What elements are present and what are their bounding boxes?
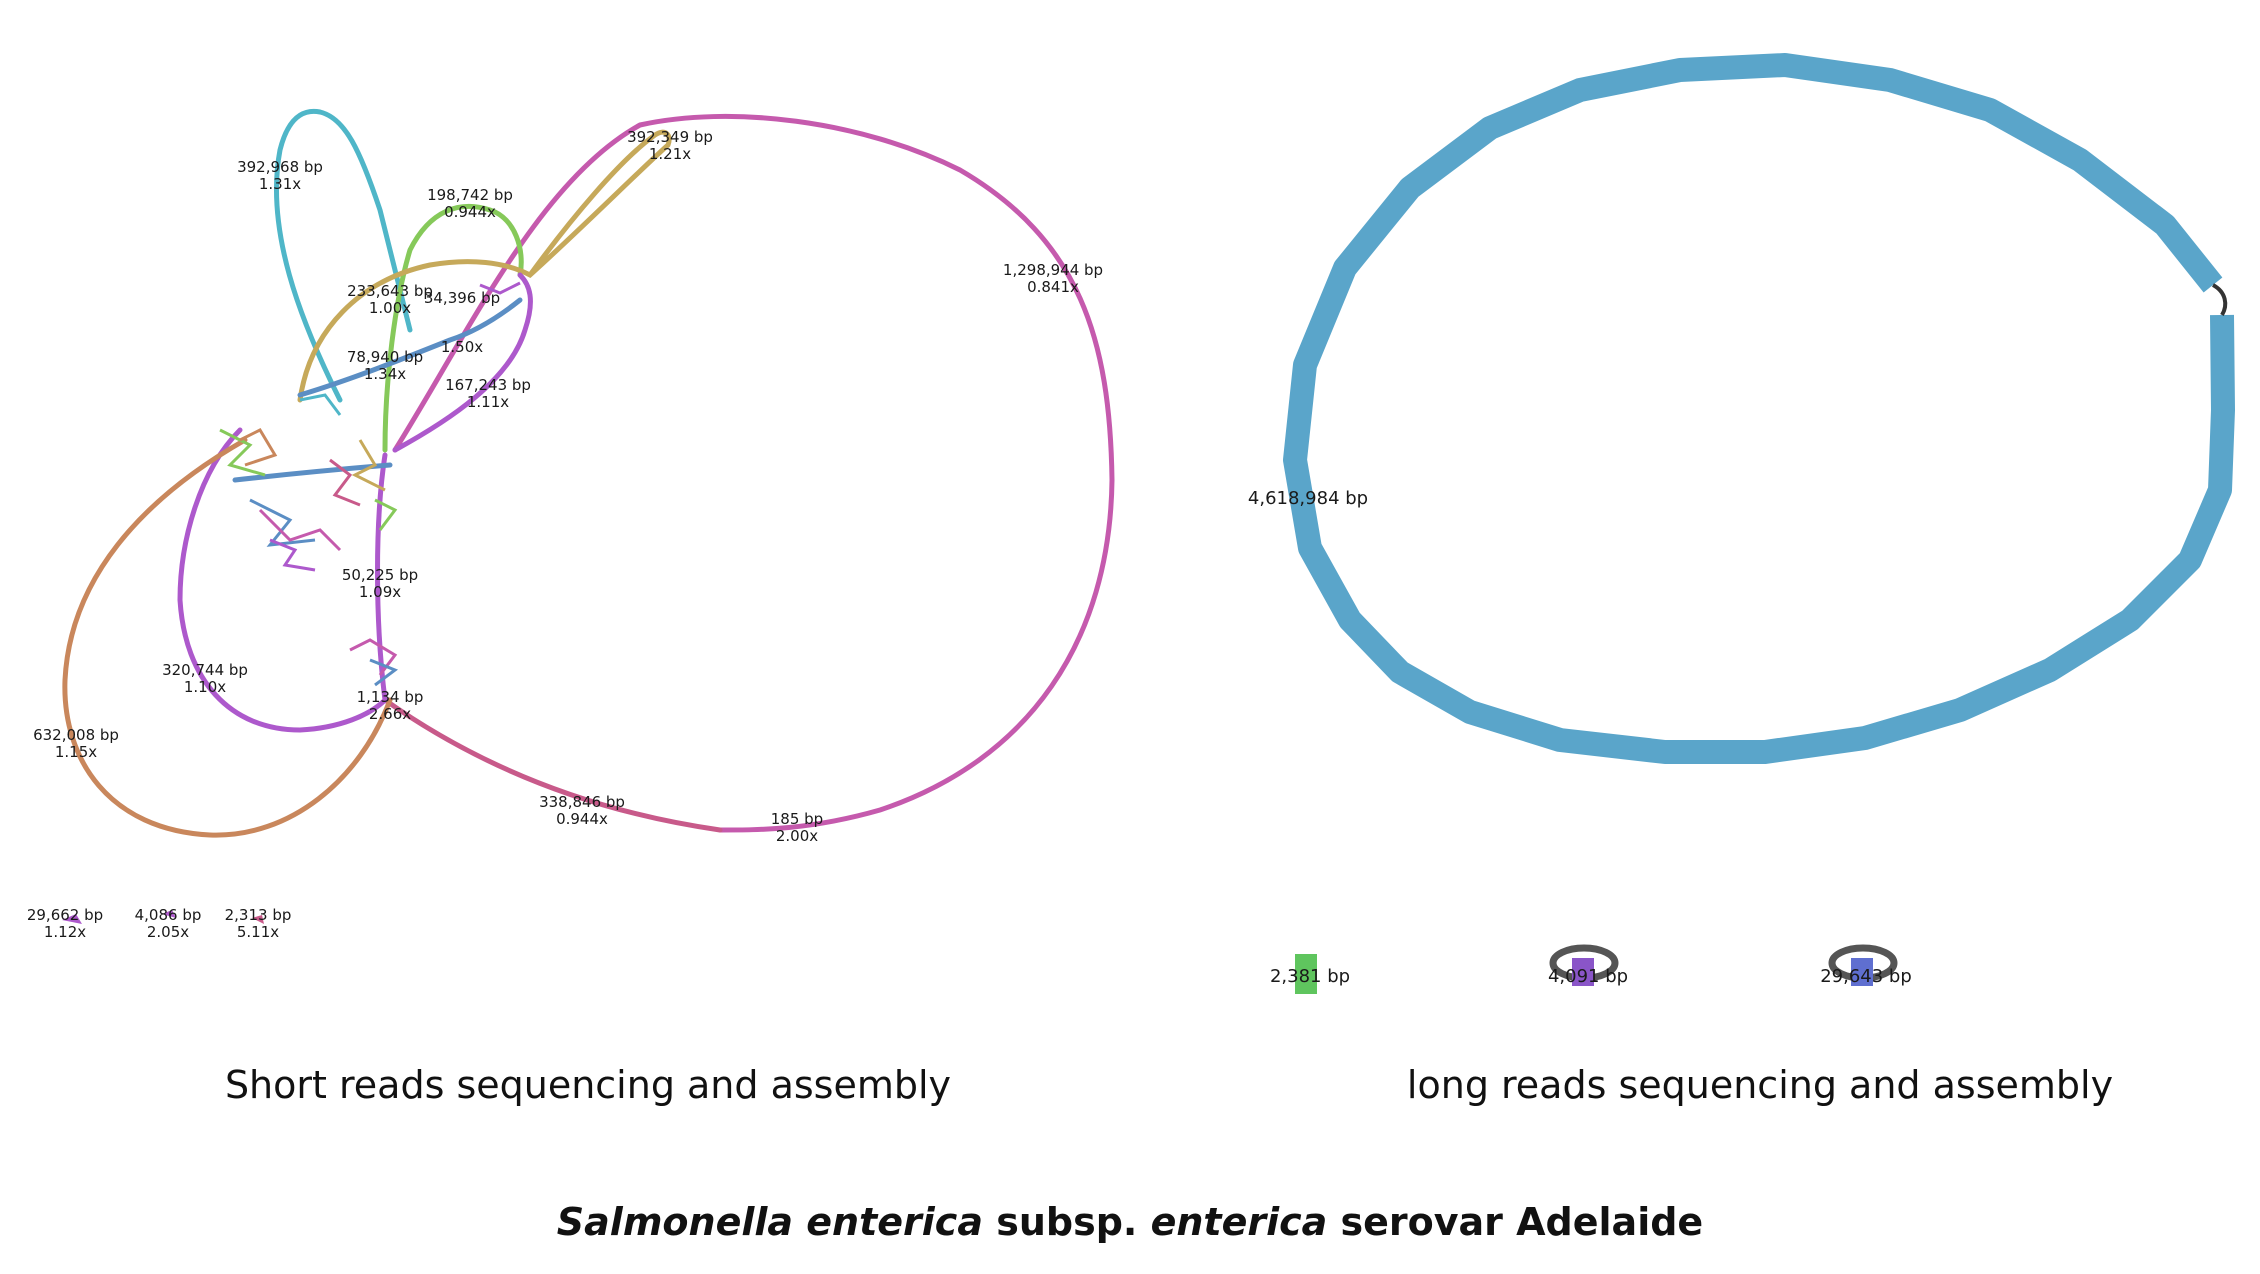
short-reads-graph — [62, 108, 1115, 838]
contig-78940 — [297, 297, 523, 398]
label-185: 185 bp 2.00x — [771, 810, 823, 845]
label-632008: 632,008 bp 1.15x — [33, 726, 119, 761]
label-320744: 320,744 bp 1.10x — [162, 661, 248, 696]
organism-title: Salmonella enterica subsp. enterica sero… — [0, 1200, 2260, 1244]
contig-4091-node — [1572, 958, 1594, 986]
short-reads-labels: 392,968 bp 1.31x 392,349 bp 1.21x 198,742 … — [27, 128, 1103, 941]
contig-392349 — [297, 129, 672, 403]
label-392968: 392,968 bp 1.31x — [237, 158, 323, 193]
label-198742: 198,742 bp 0.944x — [427, 186, 513, 221]
organism-species: Salmonella enterica — [556, 1200, 983, 1244]
label-4091: 4,091 bp — [1548, 966, 1628, 987]
label-29643: 29,643 bp — [1820, 966, 1912, 987]
label-29662: 29,662 bp 1.12x — [27, 906, 103, 941]
long-reads-graph — [1283, 53, 2235, 994]
organism-serovar: serovar Adelaide — [1340, 1200, 1704, 1244]
contig-4618984 — [1283, 53, 2235, 764]
label-338846: 338,846 bp 0.944x — [539, 793, 625, 828]
organism-subsp-name: enterica — [1150, 1200, 1328, 1244]
long-reads-labels: 4,618,984 bp 2,381 bp 4,091 bp 29,643 bp — [1248, 488, 1912, 987]
long-reads-caption: long reads sequencing and assembly — [1407, 1063, 2113, 1107]
label-233643: 233,643 bp 1.00x — [347, 282, 433, 317]
contig-1298944 — [392, 113, 1115, 833]
contig-392968 — [273, 108, 413, 403]
contig-338846 — [382, 697, 723, 833]
label-167243: 167,243 bp 1.11x — [445, 376, 531, 411]
label-2381: 2,381 bp — [1270, 966, 1350, 987]
contig-167243 — [392, 272, 533, 453]
contig-2381-node — [1295, 954, 1317, 994]
label-78940: 78,940 bp 1.34x — [347, 348, 423, 383]
label-392349: 392,349 bp 1.21x — [627, 128, 713, 163]
contig-junction — [2211, 283, 2228, 317]
label-2313: 2,313 bp 5.11x — [225, 906, 292, 941]
label-1134: 1,134 bp 2.66x — [357, 688, 424, 723]
short-reads-isolated — [62, 910, 264, 924]
label-4618984: 4,618,984 bp — [1248, 488, 1368, 509]
label-50225: 50,225 bp 1.09x — [342, 566, 418, 601]
short-reads-caption: Short reads sequencing and assembly — [225, 1063, 951, 1107]
contig-29643-node — [1851, 958, 1873, 986]
label-1298944: 1,298,944 bp 0.841x — [1003, 261, 1103, 296]
contig-320744 — [177, 427, 388, 733]
label-34396: 34,396 bp 1.50x — [424, 289, 500, 356]
short-reads-tangle — [219, 281, 521, 687]
contig-632008 — [62, 437, 393, 838]
organism-subsp-word: subsp. — [996, 1200, 1138, 1244]
label-4086: 4,086 bp 2.05x — [135, 906, 202, 941]
